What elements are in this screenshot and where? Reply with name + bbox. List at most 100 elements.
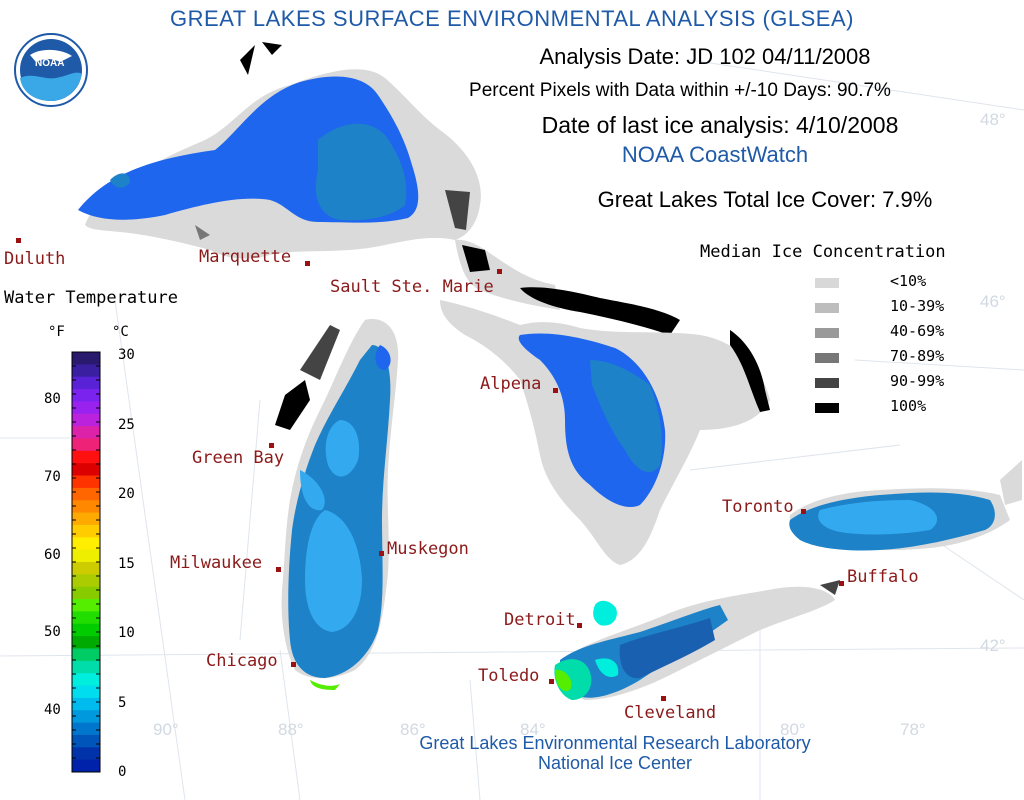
color-bar-segment	[72, 463, 100, 477]
fahrenheit-tick-label: 70	[44, 469, 61, 485]
city-sault-ste-marie: Sault Ste. Marie	[330, 277, 494, 297]
fahrenheit-tick-label: 40	[44, 702, 61, 718]
color-bar-segment	[72, 697, 100, 711]
city-toronto: Toronto	[722, 497, 794, 517]
celsius-tick-label: 10	[118, 625, 135, 641]
page-title: GREAT LAKES SURFACE ENVIRONMENTAL ANALYS…	[170, 6, 854, 31]
celsius-tick-label: 0	[118, 764, 127, 780]
city-buffalo: Buffalo	[847, 567, 919, 587]
percent-pixels: Percent Pixels with Data within +/-10 Da…	[469, 80, 891, 101]
ice-legend-swatch	[815, 378, 839, 388]
ice-legend-row	[815, 326, 839, 340]
city-marquette: Marquette	[199, 247, 292, 267]
analysis-date: Analysis Date: JD 102 04/11/2008	[539, 44, 871, 69]
color-bar-segment	[72, 710, 100, 724]
lat-48: 48°	[980, 110, 1006, 129]
ice-legend-title: Median Ice Concentration	[700, 242, 946, 262]
celsius-unit: °C	[112, 324, 129, 340]
color-bar-segment	[72, 660, 100, 674]
fahrenheit-unit: °F	[48, 324, 65, 340]
lon-90: 90°	[153, 720, 179, 739]
temperature-color-bar	[71, 351, 101, 773]
lat-46: 46°	[980, 292, 1006, 311]
lon-84: 84°	[520, 720, 546, 739]
ice-legend-label: 90-99%	[890, 372, 945, 390]
city-cleveland: Cleveland	[624, 703, 717, 723]
color-bar-segment	[72, 389, 100, 402]
color-bar-segment	[72, 759, 100, 773]
lake-erie	[554, 586, 835, 700]
color-bar-segment	[72, 562, 100, 575]
color-bar-segment	[72, 426, 100, 439]
color-bar-segment	[72, 352, 100, 365]
lake-superior	[78, 42, 481, 259]
color-bar-segment	[72, 450, 100, 464]
ice-legend-swatch	[815, 303, 839, 313]
credits-line2: National Ice Center	[537, 753, 693, 773]
color-bar-segment	[72, 673, 100, 687]
lon-80: 80°	[780, 720, 806, 739]
city-toledo: Toledo	[478, 666, 540, 686]
color-bar-segment	[72, 364, 100, 378]
city-green-bay: Green Bay	[192, 448, 285, 468]
color-bar-segment	[72, 512, 100, 526]
color-bar-segment	[72, 611, 100, 625]
city-chicago: Chicago	[206, 651, 278, 671]
celsius-tick-label: 5	[118, 694, 127, 711]
color-bar-segment	[72, 537, 100, 551]
celsius-tick-label: 20	[118, 486, 135, 502]
fahrenheit-tick-label: 60	[44, 547, 61, 563]
total-ice-cover: Great Lakes Total Ice Cover: 7.9%	[597, 187, 933, 212]
ice-legend-swatch	[815, 328, 839, 338]
last-ice-date: Date of last ice analysis: 4/10/2008	[541, 112, 899, 138]
ice-legend-label: 100%	[890, 397, 927, 415]
lon-88: 88°	[278, 720, 304, 739]
water-temp-title: Water Temperature	[4, 288, 178, 308]
lat-42: 42°	[980, 636, 1006, 655]
color-bar-segment	[72, 599, 100, 612]
celsius-tick-label: 30	[118, 347, 135, 363]
color-bar-segment	[72, 586, 100, 600]
color-bar-segment	[72, 623, 100, 637]
logo-text: NOAA	[35, 58, 65, 69]
fahrenheit-tick-label: 80	[44, 391, 61, 407]
ice-legend-row	[815, 351, 839, 365]
ice-legend-swatch	[815, 278, 839, 288]
ice-legend-row	[815, 276, 839, 290]
color-bar-segment	[72, 500, 100, 514]
city-detroit: Detroit	[504, 610, 576, 630]
city-milwaukee: Milwaukee	[170, 553, 263, 573]
lake-michigan	[275, 319, 399, 690]
north-channel-ice	[455, 239, 680, 335]
lon-78: 78°	[900, 720, 926, 739]
city-alpena: Alpena	[480, 374, 542, 394]
ice-legend-swatch	[815, 353, 839, 363]
coastwatch-label: NOAA CoastWatch	[621, 142, 809, 167]
city-muskegon: Muskegon	[387, 539, 469, 559]
color-bar-segment	[72, 438, 100, 452]
lake-huron	[440, 300, 770, 565]
city-duluth: Duluth	[4, 249, 66, 269]
ice-legend-swatch	[815, 403, 839, 413]
ice-legend-row	[815, 401, 839, 415]
color-bar-segment	[72, 685, 100, 699]
color-bar-segment	[72, 734, 100, 748]
ice-legend-label: <10%	[890, 272, 927, 290]
ice-legend-row	[815, 376, 839, 390]
lon-86: 86°	[400, 720, 426, 739]
color-bar-segment	[72, 376, 100, 390]
color-bar-segment	[72, 648, 100, 662]
lake-ontario	[789, 460, 1022, 595]
color-bar-segment	[72, 524, 100, 538]
ice-legend-row	[815, 301, 839, 315]
celsius-tick-label: 15	[118, 555, 135, 572]
color-bar-segment	[72, 487, 100, 501]
color-bar-segment	[72, 574, 100, 588]
color-bar-segment	[72, 475, 100, 489]
color-bar-segment	[72, 401, 100, 415]
ice-legend-label: 70-89%	[890, 347, 945, 365]
ice-legend-label: 10-39%	[890, 297, 945, 315]
ice-legend-label: 40-69%	[890, 322, 945, 340]
color-bar-segment	[72, 722, 100, 736]
